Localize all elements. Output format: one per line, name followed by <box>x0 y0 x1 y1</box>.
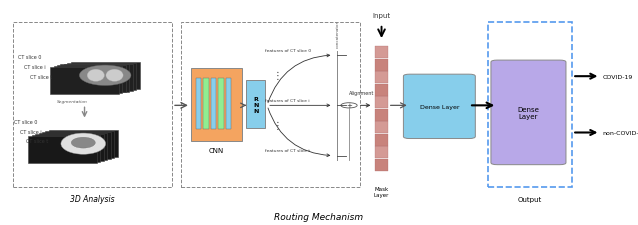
FancyBboxPatch shape <box>64 64 133 91</box>
Ellipse shape <box>106 70 123 82</box>
Text: Output: Output <box>518 196 542 202</box>
FancyBboxPatch shape <box>491 61 566 165</box>
Ellipse shape <box>61 133 106 155</box>
Text: non-COVID-19: non-COVID-19 <box>602 130 638 135</box>
FancyBboxPatch shape <box>49 130 117 158</box>
FancyBboxPatch shape <box>375 122 388 134</box>
FancyBboxPatch shape <box>375 60 388 72</box>
Text: 3D Analysis: 3D Analysis <box>70 194 115 203</box>
FancyBboxPatch shape <box>204 79 209 130</box>
FancyBboxPatch shape <box>375 97 388 109</box>
Text: CT slice t: CT slice t <box>26 139 48 144</box>
Text: concatenator: concatenator <box>336 21 340 48</box>
FancyBboxPatch shape <box>54 67 122 94</box>
Text: COVID-19: COVID-19 <box>602 74 633 79</box>
Ellipse shape <box>71 138 95 148</box>
FancyBboxPatch shape <box>38 133 107 160</box>
FancyBboxPatch shape <box>375 109 388 121</box>
Text: ⋮: ⋮ <box>272 71 282 81</box>
Text: CNN: CNN <box>209 147 224 153</box>
Text: Dense Layer: Dense Layer <box>420 104 459 109</box>
Text: Alignment: Alignment <box>348 91 374 96</box>
FancyBboxPatch shape <box>375 72 388 84</box>
Text: CT slice t: CT slice t <box>30 75 52 80</box>
FancyBboxPatch shape <box>403 75 475 139</box>
FancyBboxPatch shape <box>28 136 97 163</box>
FancyBboxPatch shape <box>375 47 388 59</box>
FancyBboxPatch shape <box>191 69 242 141</box>
FancyBboxPatch shape <box>32 135 100 162</box>
Ellipse shape <box>79 66 131 86</box>
Text: features of CT slice t: features of CT slice t <box>265 148 309 153</box>
Text: CT slice i: CT slice i <box>24 65 45 70</box>
Text: CT slice 0: CT slice 0 <box>14 120 37 125</box>
FancyBboxPatch shape <box>71 62 140 90</box>
Text: Dense
Layer: Dense Layer <box>517 106 539 119</box>
FancyBboxPatch shape <box>375 146 388 159</box>
FancyBboxPatch shape <box>218 79 224 130</box>
FancyBboxPatch shape <box>45 131 114 158</box>
FancyBboxPatch shape <box>211 79 216 130</box>
Text: features of CT slice 0: features of CT slice 0 <box>265 48 311 52</box>
FancyBboxPatch shape <box>68 63 136 90</box>
FancyBboxPatch shape <box>375 134 388 146</box>
Text: features of CT slice i: features of CT slice i <box>265 99 309 102</box>
FancyBboxPatch shape <box>196 79 202 130</box>
FancyBboxPatch shape <box>50 68 119 95</box>
FancyBboxPatch shape <box>57 66 126 93</box>
FancyBboxPatch shape <box>246 81 265 129</box>
FancyBboxPatch shape <box>375 84 388 97</box>
Ellipse shape <box>87 70 105 82</box>
Text: Segmentation: Segmentation <box>57 100 87 104</box>
FancyBboxPatch shape <box>35 134 104 161</box>
FancyBboxPatch shape <box>226 79 232 130</box>
FancyBboxPatch shape <box>61 65 130 92</box>
Text: R
N
N: R N N <box>253 97 258 113</box>
FancyBboxPatch shape <box>375 159 388 171</box>
FancyBboxPatch shape <box>42 132 111 159</box>
Text: Mask
Layer: Mask Layer <box>374 186 389 197</box>
Text: Routing Mechanism: Routing Mechanism <box>274 212 364 221</box>
Text: +: + <box>346 103 352 109</box>
Text: ⋮: ⋮ <box>272 121 282 131</box>
Text: CT slice i: CT slice i <box>20 129 41 134</box>
Circle shape <box>341 103 357 108</box>
Text: CT slice 0: CT slice 0 <box>18 55 41 60</box>
Text: Input: Input <box>373 13 390 19</box>
